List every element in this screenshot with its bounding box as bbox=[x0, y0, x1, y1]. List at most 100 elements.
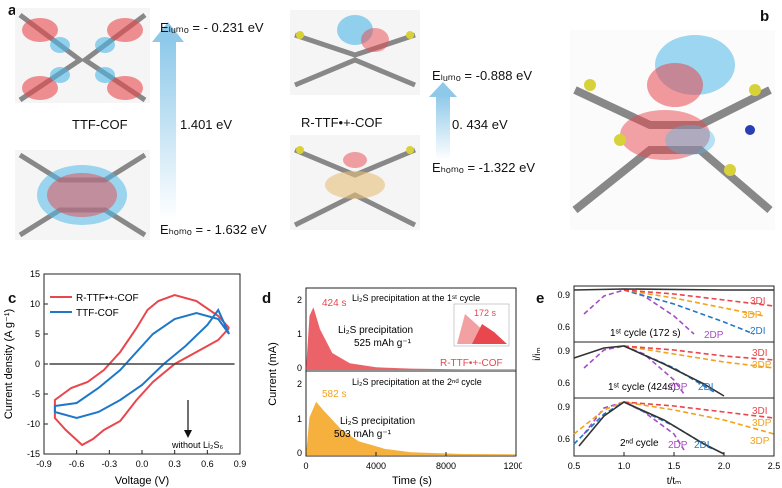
c-xtick-label: 0.3 bbox=[168, 459, 181, 469]
ttf-cof-gap: 1.401 eV bbox=[180, 117, 233, 132]
e-xtick-label: 1.0 bbox=[618, 461, 631, 471]
e-ytick-label: 0.6 bbox=[557, 378, 570, 388]
d-area-TTF-COF bbox=[306, 401, 516, 455]
cap2-label: Li₂S precipitation bbox=[340, 416, 415, 427]
e-bot-2di: 2DI bbox=[694, 440, 710, 451]
e-ytick-label: 0.6 bbox=[557, 434, 570, 444]
e-curve-3DP bbox=[573, 401, 775, 435]
r-ttf-cof-lumo-energy: Eₗᵤₘₒ = -0.888 eV bbox=[432, 68, 532, 83]
panel-d-cycle1-title: Li₂S precipitation at the 1ˢᵗ cycle bbox=[352, 293, 480, 303]
e-bot-3dp: 3DP bbox=[752, 418, 772, 429]
d-ytick-top: 0 bbox=[297, 363, 302, 373]
e-mid-3dp: 3DP bbox=[752, 360, 772, 371]
series-label-r-ttf: R-TTF•+-COF bbox=[440, 358, 503, 369]
panel-c-x-label: Voltage (V) bbox=[115, 475, 169, 487]
panel-e-top-cycle: 1ˢᵗ cycle (172 s) bbox=[610, 328, 681, 339]
r-ttf-cof-lumo-orbital bbox=[290, 10, 420, 95]
d-ytick-top: 1 bbox=[297, 329, 302, 339]
e-bot-3dp-2: 3DP bbox=[750, 436, 770, 447]
panel-e-label: e bbox=[536, 290, 545, 307]
c-xtick-label: -0.3 bbox=[102, 459, 118, 469]
c-xtick-label: -0.6 bbox=[69, 459, 85, 469]
e-top-3dp: 3DP bbox=[742, 310, 762, 321]
e-xtick-label: 0.5 bbox=[568, 461, 581, 471]
d-xtick-label: 0 bbox=[303, 461, 308, 471]
e-mid-2di: 2DI bbox=[698, 382, 714, 393]
d-ytick-bottom: 1 bbox=[297, 414, 302, 424]
panel-b-orbital-figure bbox=[570, 30, 775, 230]
c-xtick-label: 0.0 bbox=[136, 459, 149, 469]
e-curve-data bbox=[573, 345, 725, 397]
e-top-3di: 3DI bbox=[750, 296, 766, 307]
c-ytick-label: -5 bbox=[32, 389, 40, 399]
d-xtick-label: 12000 bbox=[503, 461, 522, 471]
d-ytick-bottom: 2 bbox=[297, 379, 302, 389]
c-ytick-label: 10 bbox=[30, 299, 40, 309]
panel-b-label: b bbox=[760, 8, 770, 25]
ttf-cof-homo-energy: Eₕₒₘₒ = - 1.632 eV bbox=[160, 222, 267, 237]
e-top-2dp: 2DP bbox=[704, 330, 724, 341]
ttf-cof-name: TTF-COF bbox=[72, 117, 128, 132]
r-ttf-cof-homo-energy: Eₕₒₘₒ = -1.322 eV bbox=[432, 160, 536, 175]
e-curve-3DI bbox=[623, 401, 775, 419]
c-xtick-label: 0.6 bbox=[201, 459, 214, 469]
inset-peak-label: 172 s bbox=[474, 308, 497, 318]
d-ytick-bottom: 0 bbox=[297, 448, 302, 458]
e-top-2di: 2DI bbox=[750, 326, 766, 337]
c-ytick-label: -10 bbox=[27, 419, 40, 429]
panel-e-bottom-cycle: 2ⁿᵈ cycle bbox=[620, 438, 659, 449]
panel-e-mid-cycle: 1ˢᵗ cycle (424s) bbox=[608, 382, 676, 393]
panel-d-y-label: Current (mA) bbox=[267, 342, 279, 406]
e-bot-3di: 3DI bbox=[752, 406, 768, 417]
e-mid-3di: 3DI bbox=[752, 348, 768, 359]
r-ttf-cof-homo-orbital bbox=[290, 135, 420, 230]
panel-e-y-label: i/iₘ bbox=[532, 347, 543, 360]
panel-d-chronoamperometry-chart: 04000800012000210210 172 s Current (mA) … bbox=[267, 287, 522, 487]
c-ytick-label: 0 bbox=[35, 359, 40, 369]
c-xtick-label: 0.9 bbox=[234, 459, 247, 469]
r-ttf-cof-gap: 0. 434 eV bbox=[452, 117, 508, 132]
peak2-label: 582 s bbox=[322, 389, 346, 400]
legend-label-ttf: TTF-COF bbox=[76, 308, 119, 319]
panel-a-figure bbox=[15, 8, 457, 240]
e-curve-data bbox=[578, 401, 725, 455]
c-ytick-label: -15 bbox=[27, 449, 40, 459]
panel-d-axes-frame bbox=[305, 287, 517, 457]
e-curve-3DP bbox=[623, 345, 775, 369]
d-xtick-label: 4000 bbox=[366, 461, 386, 471]
e-curve-3DI bbox=[623, 345, 775, 361]
panel-d-x-label: Time (s) bbox=[392, 475, 432, 487]
panel-c-label: c bbox=[8, 290, 17, 307]
r-ttf-cof-name: R-TTF•+-COF bbox=[301, 115, 383, 130]
panel-d-label: d bbox=[262, 290, 272, 307]
c-series-line-1 bbox=[53, 308, 231, 420]
e-ytick-label: 0.9 bbox=[557, 290, 570, 300]
cap2-value: 503 mAh g⁻¹ bbox=[334, 429, 392, 440]
e-mid-2dp: 2DP bbox=[668, 382, 688, 393]
ttf-cof-homo-orbital bbox=[15, 150, 150, 240]
c-xtick-label: -0.9 bbox=[36, 459, 52, 469]
cap1-label: Li₂S precipitation bbox=[338, 325, 413, 336]
ttf-cof-lumo-energy: Eₗᵤₘₒ = - 0.231 eV bbox=[160, 20, 264, 35]
panel-a-label: a bbox=[8, 2, 17, 19]
e-curve-data bbox=[573, 288, 774, 291]
c-ytick-label: 15 bbox=[30, 269, 40, 279]
panel-d-cycle2-title: Li₂S precipitation at the 2ⁿᵈ cycle bbox=[352, 377, 482, 387]
c-ytick-label: 5 bbox=[35, 329, 40, 339]
e-ytick-label: 0.6 bbox=[557, 322, 570, 332]
panel-c-y-label: Current density (A g⁻¹) bbox=[3, 309, 15, 419]
panel-e-x-label: t/tₘ bbox=[667, 476, 682, 487]
d-xtick-label: 8000 bbox=[436, 461, 456, 471]
panel-c-annotation: without Li₂S₆ bbox=[171, 440, 224, 450]
panel-e-model-chart: 0.5 1.0 1.5 2.0 2.5 0.9 0.6 0.9 0.6 0.9 0.6 i/iₘ t… bbox=[532, 285, 781, 487]
legend-label-r-ttf: R-TTF•+-COF bbox=[76, 293, 139, 304]
e-xtick-label: 2.0 bbox=[718, 461, 731, 471]
e-bot-2dp: 2DP bbox=[668, 440, 688, 451]
peak1-label: 424 s bbox=[322, 298, 346, 309]
e-curve-3DI bbox=[623, 289, 775, 307]
e-ytick-label: 0.9 bbox=[557, 402, 570, 412]
e-xtick-label: 2.5 bbox=[768, 461, 781, 471]
e-curve-3DP bbox=[623, 289, 765, 317]
ttf-cof-lumo-orbital bbox=[15, 8, 150, 103]
